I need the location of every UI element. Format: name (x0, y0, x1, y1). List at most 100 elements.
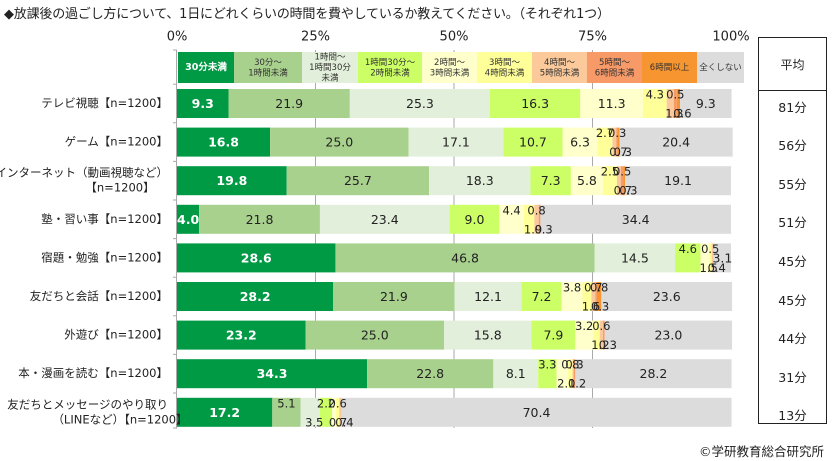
data-label: 0.7 (329, 415, 347, 429)
bar-segment (580, 89, 643, 118)
data-label: 1.3 (665, 107, 683, 121)
legend-swatch (178, 52, 234, 83)
category-label: テレビ視聴【n=1200】 (41, 96, 168, 110)
bar-segment (570, 166, 604, 196)
average-value: 56分 (778, 138, 807, 154)
x-tick-label: 75% (578, 30, 607, 45)
data-label: 0.8 (561, 358, 579, 372)
data-label: 0.7 (614, 184, 632, 198)
bar-segment (332, 397, 336, 427)
bar-segment (333, 282, 455, 311)
bar-segment (556, 359, 569, 389)
bar-segment (319, 397, 333, 427)
bar-segment (177, 166, 287, 196)
data-label: 3.5 (305, 415, 323, 429)
bar-segment (499, 204, 524, 234)
legend-label: 1時間未満 (248, 67, 288, 78)
data-label: 0.3 (591, 300, 609, 314)
bar-segment (300, 397, 320, 427)
data-label: 6.3 (570, 135, 590, 150)
data-label: 34.3 (257, 366, 288, 381)
bar-segment (620, 166, 624, 196)
bar-segment (676, 89, 681, 118)
bar-segment (711, 243, 714, 273)
bar-segment (572, 359, 574, 389)
bar-segment (617, 127, 620, 157)
x-tick-label: 25% (301, 30, 330, 45)
bar-segment (335, 397, 340, 427)
average-value: 51分 (778, 215, 807, 231)
average-column: 平均 81分 56分 55分 51分 45分 45分 44分 31分 13分 (758, 37, 827, 424)
data-label: 21.8 (246, 212, 274, 227)
data-label: 28.6 (241, 250, 272, 265)
legend-label: 4時間未満 (485, 67, 525, 78)
data-label: 10.7 (519, 135, 547, 150)
bar-segment (593, 320, 600, 350)
data-label: 19.8 (216, 173, 247, 188)
bar-segment (561, 282, 583, 311)
data-label: 11.3 (598, 96, 626, 111)
bar-segment (408, 127, 504, 157)
bar-segment (675, 243, 701, 273)
legend-label: 未満 (321, 73, 339, 84)
data-label: 8.1 (506, 366, 526, 381)
data-label: 0.7 (609, 145, 627, 159)
bar-segment (341, 397, 732, 427)
bar-segment (272, 397, 301, 427)
bar-segment (575, 359, 732, 389)
x-tick-label: 0% (167, 30, 188, 45)
legend-label: 6時間未満 (595, 67, 635, 78)
bar-segment (540, 204, 731, 234)
bars (177, 89, 733, 427)
bar-segment (616, 127, 618, 157)
data-label: 5.8 (577, 173, 597, 188)
data-label: 20.4 (662, 135, 690, 150)
average-value: 13分 (778, 408, 807, 424)
bar-segment (444, 320, 532, 350)
bar-segment (582, 282, 592, 311)
bar-segment (521, 282, 562, 311)
data-label: 0.6 (592, 319, 610, 333)
legend-label: 5時間～ (599, 58, 630, 68)
legend-swatch (532, 52, 587, 83)
data-label: 4.0 (177, 212, 199, 227)
legend-label: 6時間以上 (650, 63, 690, 73)
legend-label: 2時間～ (434, 58, 465, 68)
data-label: 3.3 (538, 358, 556, 372)
bar-segment (591, 282, 596, 311)
bar-segment (493, 359, 539, 389)
bar-segment (534, 204, 539, 234)
category-label: 友だちと会話【n=1200】 (30, 289, 168, 303)
bar-segment (599, 320, 604, 350)
legend-swatch (587, 52, 642, 83)
data-label: 1.6 (582, 300, 600, 314)
legend-swatch (477, 52, 532, 83)
bar-segment (538, 359, 557, 389)
bar-segment (305, 320, 445, 350)
legend-swatch (642, 52, 697, 83)
legend-label: 30分未満 (185, 61, 227, 73)
data-label: 25.0 (325, 135, 353, 150)
bar-segment (319, 204, 450, 234)
x-axis-ticks: 0% 25% 50% 75% 100% (167, 30, 750, 45)
data-label: 19.1 (664, 173, 692, 188)
average-value: 44分 (778, 331, 807, 347)
bar-segment (700, 243, 709, 273)
data-label: 14.5 (621, 250, 649, 265)
category-label: 【n=1200】 (85, 181, 154, 195)
data-label: 46.8 (451, 250, 479, 265)
data-label: 25.7 (344, 173, 372, 188)
legend-label: 5時間未満 (540, 67, 580, 78)
data-label: 0.6 (329, 396, 347, 410)
bar-segment (625, 166, 731, 196)
bar-segment (531, 320, 576, 350)
average-value: 45分 (778, 253, 807, 269)
bar-segment (575, 320, 594, 350)
average-value: 81分 (778, 99, 807, 115)
bar-segment (538, 204, 541, 234)
data-label: 25.0 (361, 328, 389, 343)
data-label: 0.6 (673, 107, 691, 121)
data-label: 16.8 (208, 135, 239, 150)
